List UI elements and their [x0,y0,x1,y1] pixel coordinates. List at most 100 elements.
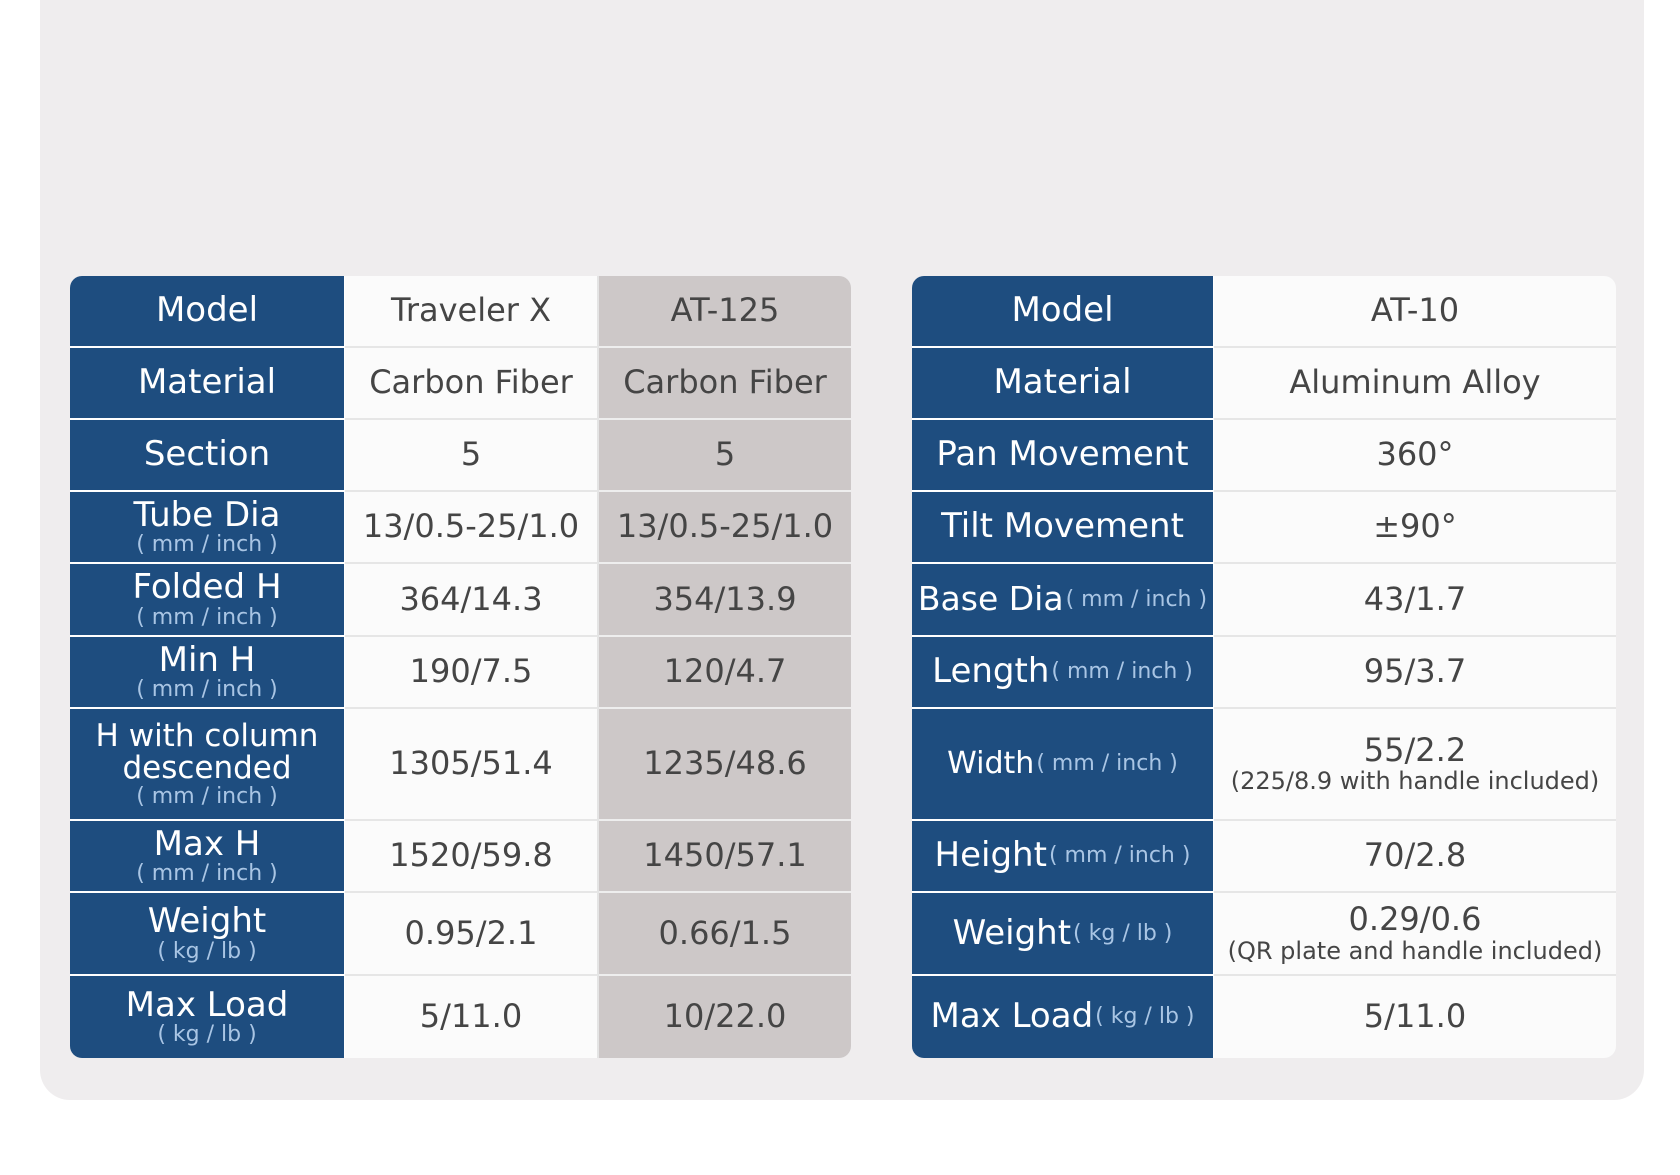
value-text: 5/11.0 [419,997,523,1036]
value-cell: Carbon Fiber [345,348,599,420]
label-text: Min H [158,639,256,680]
value-cell: 5 [599,420,851,492]
value-text: 0.29/0.6 [1348,900,1482,939]
value-cell: 5/11.0 [1214,976,1616,1058]
value-cell: ±90° [1214,492,1616,564]
label-length: Length ( mm / inch ) [912,637,1214,709]
label-max-h: Max H ( mm / inch ) [70,821,345,893]
model-name: AT-10 [1370,291,1460,330]
value-text: 13/0.5-25/1.0 [362,507,580,546]
value-text: 1520/59.8 [389,836,553,875]
value-cell: 360° [1214,420,1616,492]
value-text: ±90° [1373,507,1457,546]
value-cell: 1305/51.4 [345,709,599,821]
value-cell: 70/2.8 [1214,821,1616,893]
value-text: 0.66/1.5 [658,913,792,952]
head-label-column: Model Material Pan Movement Tilt Movemen… [912,276,1214,1058]
label-text: Tube Dia [133,494,281,535]
unit-text: ( mm / inch ) [1048,843,1191,869]
label-text: Height [934,835,1047,876]
label-weight: Weight ( kg / lb ) [912,893,1214,976]
value-cell: 1235/48.6 [599,709,851,821]
label-material: Material [70,348,345,420]
label-text: Width [947,746,1035,782]
value-cell: 0.66/1.5 [599,893,851,976]
value-text: 13/0.5-25/1.0 [616,507,834,546]
label-max-load: Max Load ( kg / lb ) [70,976,345,1058]
label-material: Material [912,348,1214,420]
value-text: 364/14.3 [399,579,543,618]
label-section: Section [70,420,345,492]
label-pan-movement: Pan Movement [912,420,1214,492]
value-text: 1235/48.6 [643,744,807,783]
label-width: Width ( mm / inch ) [912,709,1214,821]
value-cell: Carbon Fiber [599,348,851,420]
label-text: Folded H [132,567,282,608]
label-text: Pan Movement [936,434,1189,475]
model-name: Traveler X [390,291,552,330]
label-text: Tilt Movement [941,506,1184,547]
unit-text: ( kg / lb ) [157,1022,257,1048]
value-cell: 95/3.7 [1214,637,1616,709]
value-cell: Aluminum Alloy [1214,348,1616,420]
value-note: (225/8.9 with handle included) [1230,767,1600,796]
unit-text: ( mm / inch ) [136,604,278,630]
value-text: 55/2.2 [1363,730,1467,769]
label-min-h: Min H ( mm / inch ) [70,637,345,709]
traveler-x-column: Traveler X Carbon Fiber 5 13/0.5-25/1.0 … [345,276,599,1058]
value-text: 354/13.9 [653,579,797,618]
value-cell: 43/1.7 [1214,564,1616,637]
value-text: 0.95/2.1 [404,913,538,952]
label-text: Max Load [125,984,289,1025]
unit-text: ( mm / inch ) [136,784,278,809]
model-name: AT-125 [670,291,780,330]
value-cell: 10/22.0 [599,976,851,1058]
unit-text: ( mm / inch ) [1065,586,1208,612]
label-text-line2: descended [122,750,292,787]
value-text: 5 [714,435,736,474]
at10-column: AT-10 Aluminum Alloy 360° ±90° 43/1.7 95… [1214,276,1616,1058]
unit-text: ( kg / lb ) [1073,920,1173,946]
value-text: 360° [1376,435,1454,474]
value-text: 5/11.0 [1363,997,1467,1036]
value-cell: 5/11.0 [345,976,599,1058]
value-text: 1450/57.1 [643,836,807,875]
label-text: Max H [153,823,261,864]
value-cell: 1520/59.8 [345,821,599,893]
tripod-spec-table: Model Material Section Tube Dia ( mm / i… [70,276,851,1058]
label-text: Weight [147,901,267,942]
value-cell: 55/2.2 (225/8.9 with handle included) [1214,709,1616,821]
label-model: Model [912,276,1214,348]
label-text: Model [155,290,259,331]
label-text: Material [993,362,1132,403]
label-h-with-column-descended: H with column descended ( mm / inch ) [70,709,345,821]
label-text: Base Dia [917,579,1064,619]
label-text-line1: H with column [95,717,319,754]
label-base-dia: Base Dia ( mm / inch ) [912,564,1214,637]
value-cell: 354/13.9 [599,564,851,637]
label-max-load: Max Load ( kg / lb ) [912,976,1214,1058]
label-text: Weight [952,912,1072,953]
unit-text: ( mm / inch ) [136,532,278,558]
value-text: Carbon Fiber [623,363,827,402]
value-cell: 13/0.5-25/1.0 [345,492,599,564]
value-text: 43/1.7 [1363,579,1467,618]
label-tube-dia: Tube Dia ( mm / inch ) [70,492,345,564]
label-text: Max Load [930,996,1094,1037]
value-cell: 1450/57.1 [599,821,851,893]
value-text: Carbon Fiber [369,363,573,402]
value-text: 70/2.8 [1363,836,1467,875]
label-weight: Weight ( kg / lb ) [70,893,345,976]
label-model: Model [70,276,345,348]
value-text: 10/22.0 [663,997,787,1036]
value-cell: 13/0.5-25/1.0 [599,492,851,564]
label-text: Section [143,434,271,475]
label-folded-h: Folded H ( mm / inch ) [70,564,345,637]
unit-text: ( mm / inch ) [136,861,278,887]
value-cell: AT-125 [599,276,851,348]
label-text: Model [1011,290,1114,331]
value-cell: 190/7.5 [345,637,599,709]
value-text: 190/7.5 [409,652,533,691]
value-text: 120/4.7 [663,652,787,691]
head-spec-table: Model Material Pan Movement Tilt Movemen… [912,276,1616,1058]
